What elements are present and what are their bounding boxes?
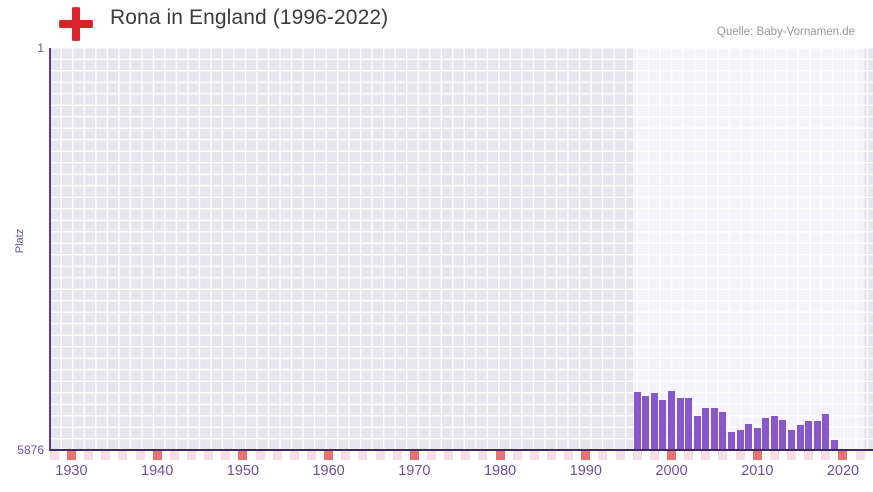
y-axis-line <box>49 48 51 451</box>
bar <box>762 418 770 450</box>
flag-cross-vertical <box>72 7 80 41</box>
bar <box>736 430 744 450</box>
bar <box>779 420 787 450</box>
x-axis-label: 1930 <box>55 463 88 479</box>
x-tick-minor <box>392 451 402 460</box>
x-tick-minor <box>547 451 557 460</box>
chart-title: Rona in England (1996-2022) <box>110 6 389 29</box>
bar <box>805 421 813 450</box>
x-axis-line <box>50 449 873 451</box>
x-axis-tick-markers <box>49 451 873 460</box>
x-tick-minor <box>461 451 471 460</box>
bar-series <box>50 48 873 450</box>
x-axis-label: 1980 <box>483 463 517 479</box>
x-tick-minor <box>615 451 625 460</box>
england-flag-icon <box>59 7 93 41</box>
x-tick-minor <box>375 451 385 460</box>
x-tick-major <box>581 451 591 460</box>
x-tick-minor <box>564 451 574 460</box>
bar <box>693 416 701 450</box>
plot-area <box>50 48 873 450</box>
bar <box>822 414 830 450</box>
x-tick-minor <box>101 451 111 460</box>
bar <box>728 432 736 450</box>
x-tick-minor <box>821 451 831 460</box>
x-tick-minor <box>135 451 145 460</box>
x-tick-major <box>409 451 419 460</box>
x-tick-minor <box>598 451 608 460</box>
x-tick-major <box>324 451 334 460</box>
x-tick-minor <box>632 451 642 460</box>
x-tick-minor <box>855 451 865 460</box>
bar <box>719 412 727 450</box>
chart-header: Rona in England (1996-2022) Quelle: Baby… <box>0 0 873 48</box>
bar <box>702 408 710 450</box>
x-tick-minor <box>358 451 368 460</box>
x-axis-label: 1990 <box>569 463 602 479</box>
x-axis-label: 1950 <box>226 463 260 479</box>
x-tick-minor <box>186 451 196 460</box>
y-axis-title: Platz <box>14 228 26 254</box>
x-tick-minor <box>255 451 265 460</box>
x-tick-minor <box>787 451 797 460</box>
bar <box>788 430 796 450</box>
x-tick-major <box>667 451 677 460</box>
x-tick-minor <box>512 451 522 460</box>
x-axis-label: 2000 <box>655 463 688 479</box>
bar <box>710 408 718 450</box>
grid-lines <box>50 48 873 450</box>
x-axis-label: 1970 <box>398 463 431 479</box>
x-tick-minor <box>341 451 351 460</box>
x-tick-minor <box>478 451 488 460</box>
source-attribution: Quelle: Baby-Vornamen.de <box>716 26 855 38</box>
bar <box>685 398 693 450</box>
x-tick-minor <box>701 451 711 460</box>
bar <box>770 416 778 450</box>
x-tick-major <box>238 451 248 460</box>
x-tick-minor <box>272 451 282 460</box>
bar <box>830 440 838 450</box>
x-tick-major <box>752 451 762 460</box>
x-tick-minor <box>289 451 299 460</box>
x-tick-minor <box>84 451 94 460</box>
x-tick-minor <box>735 451 745 460</box>
x-tick-minor <box>769 451 779 460</box>
x-tick-minor <box>684 451 694 460</box>
y-axis-bottom-label: 5876 <box>17 443 44 457</box>
y-axis-top-label: 1 <box>37 41 44 55</box>
x-axis-label: 2020 <box>826 463 860 479</box>
x-tick-minor <box>529 451 539 460</box>
x-axis-label: 2010 <box>741 463 774 479</box>
bar <box>813 421 821 450</box>
bar <box>676 398 684 450</box>
x-tick-minor <box>221 451 231 460</box>
x-tick-minor <box>306 451 316 460</box>
x-tick-minor <box>804 451 814 460</box>
x-tick-minor <box>649 451 659 460</box>
x-tick-minor <box>118 451 128 460</box>
x-tick-minor <box>169 451 179 460</box>
x-axis-label: 1940 <box>141 463 174 479</box>
bar <box>745 424 753 450</box>
bar <box>659 400 667 450</box>
bar <box>642 396 650 450</box>
x-tick-major <box>152 451 162 460</box>
bar <box>650 393 658 450</box>
x-tick-minor <box>49 451 59 460</box>
x-tick-minor <box>718 451 728 460</box>
x-axis-label: 1960 <box>312 463 345 479</box>
bar <box>668 391 676 450</box>
bar <box>633 392 641 450</box>
x-tick-minor <box>426 451 436 460</box>
x-tick-major <box>838 451 848 460</box>
bar <box>796 425 804 450</box>
x-tick-minor <box>204 451 214 460</box>
x-tick-minor <box>444 451 454 460</box>
x-tick-major <box>66 451 76 460</box>
x-tick-major <box>495 451 505 460</box>
bar <box>753 428 761 450</box>
